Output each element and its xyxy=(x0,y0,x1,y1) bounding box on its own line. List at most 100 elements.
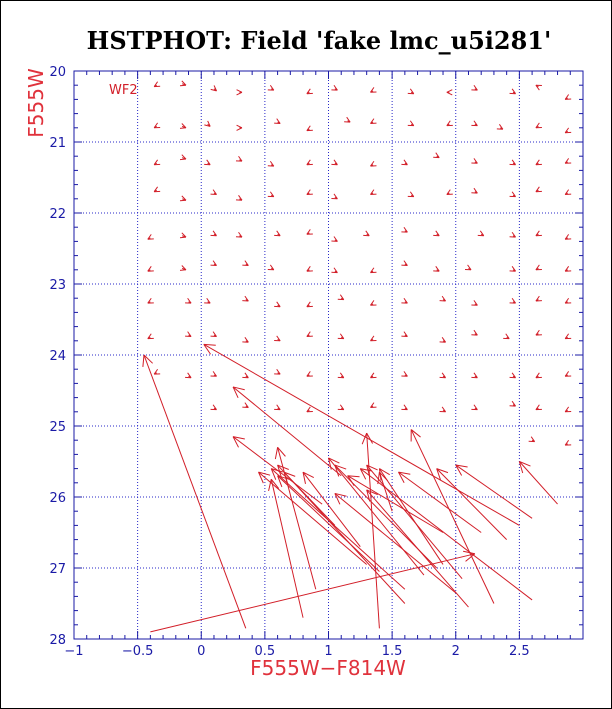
vector-arrow-small xyxy=(471,300,478,306)
vector-arrow-small xyxy=(274,404,281,411)
vector-arrow-small xyxy=(153,159,161,166)
vector-arrow-small xyxy=(274,335,281,342)
vector-arrow-small xyxy=(331,236,338,242)
vector-arrow-long xyxy=(203,343,520,526)
vector-arrow-small xyxy=(509,372,516,379)
y-tick-label: 27 xyxy=(49,562,66,577)
vector-arrow-small xyxy=(306,266,313,272)
vector-arrow-small xyxy=(471,158,478,164)
vector-arrow-small xyxy=(370,372,377,379)
vector-arrow-small xyxy=(306,406,313,413)
y-tick-label: 22 xyxy=(49,207,66,222)
vector-arrow-small xyxy=(509,231,516,238)
vector-arrow-small xyxy=(471,84,478,91)
vector-arrow-small xyxy=(242,337,249,343)
vector-arrow-small xyxy=(401,226,408,233)
vector-arrow-small xyxy=(306,371,313,377)
vector-arrow-long xyxy=(398,471,482,533)
vector-arrow-small xyxy=(564,189,572,196)
y-tick-label: 23 xyxy=(49,278,66,293)
vector-arrow-small xyxy=(503,333,510,340)
vector-arrow-small xyxy=(407,88,415,95)
vector-arrow-small xyxy=(179,265,187,271)
x-tick-label: 0.5 xyxy=(255,644,276,659)
vector-arrow-small xyxy=(535,264,542,271)
vector-arrow-small xyxy=(153,122,161,129)
vector-arrow-small xyxy=(370,189,377,196)
x-tick-label: 2 xyxy=(452,644,460,659)
vector-arrow-long xyxy=(518,461,558,505)
vector-arrow-small xyxy=(535,372,542,379)
vector-arrow-small xyxy=(471,187,478,194)
vector-arrow-long xyxy=(361,432,380,629)
vector-arrow-long xyxy=(359,468,533,601)
vector-arrow-small xyxy=(306,125,313,132)
vector-arrow-small xyxy=(401,260,408,267)
vector-arrow-long xyxy=(410,429,495,604)
vector-arrow-small xyxy=(153,81,161,88)
vector-arrow-small xyxy=(439,372,446,379)
chart-title: HSTPHOT: Field 'fake lmc_u5i281' xyxy=(87,26,552,55)
vector-arrow-small xyxy=(179,232,187,239)
vector-arrow-small xyxy=(439,295,446,302)
vector-arrow-small xyxy=(185,372,192,379)
vector-arrow-long xyxy=(258,471,367,565)
vector-arrow-small xyxy=(331,193,338,200)
vector-arrow-small xyxy=(267,84,275,91)
vector-arrow-small xyxy=(471,329,478,336)
vector-arrow-small xyxy=(306,301,313,308)
vector-arrow-small xyxy=(407,120,415,127)
vector-arrow-small xyxy=(236,124,243,131)
vector-arrow-small xyxy=(242,372,249,379)
vector-arrow-small xyxy=(210,404,217,411)
vector-arrow-small xyxy=(306,159,313,166)
vector-arrow-long xyxy=(334,492,457,594)
vector-arrow-small xyxy=(274,118,281,125)
vector-arrow-small xyxy=(204,297,211,304)
vector-arrow-small xyxy=(370,335,377,342)
vector-arrow-small xyxy=(331,267,338,274)
y-tick-label: 26 xyxy=(49,491,66,506)
axis-ticks xyxy=(73,70,584,640)
y-tick-label: 20 xyxy=(49,65,66,80)
x-tick-label: 1 xyxy=(324,644,332,659)
y-tick-label: 24 xyxy=(49,349,66,364)
vector-arrow-small xyxy=(471,120,478,127)
vector-arrow-small xyxy=(306,331,313,338)
vector-arrow-small xyxy=(535,404,542,411)
vector-arrow-small xyxy=(564,234,572,240)
vector-arrow-small xyxy=(210,371,217,377)
vector-arrow-small xyxy=(242,260,249,267)
vector-arrow-small xyxy=(535,186,542,193)
vector-arrow-small xyxy=(267,160,275,167)
vector-arrow-small xyxy=(370,87,377,93)
vector-arrow-long xyxy=(232,386,342,477)
vector-arrow-small xyxy=(564,94,572,100)
vector-arrow-small xyxy=(401,371,408,377)
x-tick-labels: −1 −0.5 0 0.5 1 1.5 2 2.5 xyxy=(64,644,529,659)
vector-arrow-small xyxy=(446,120,453,127)
vector-arrow-small xyxy=(306,229,313,235)
vector-arrow-small xyxy=(337,333,345,340)
vector-arrow-small xyxy=(471,404,478,411)
x-tick-label: −1 xyxy=(64,644,83,659)
vector-arrow-small xyxy=(210,85,217,92)
y-tick-label: 21 xyxy=(49,136,66,151)
vector-arrow-small xyxy=(564,266,572,272)
vector-arrow-long xyxy=(277,475,380,572)
vector-arrow-small xyxy=(179,154,187,161)
vector-arrow-small xyxy=(535,122,542,129)
vector-arrow-small xyxy=(274,368,281,375)
vector-arrow-small xyxy=(204,159,211,166)
vector-arrow-small xyxy=(210,189,217,196)
vector-arrow-small xyxy=(147,266,154,272)
vector-arrow-small xyxy=(370,160,377,167)
vector-arrow-small xyxy=(179,123,187,129)
vector-arrow-small xyxy=(242,295,249,302)
vector-arrow-small xyxy=(153,186,161,193)
vector-arrow-small xyxy=(564,158,572,164)
x-axis-label: F555W−F814W xyxy=(250,656,406,680)
y-tick-label: 28 xyxy=(49,633,66,648)
